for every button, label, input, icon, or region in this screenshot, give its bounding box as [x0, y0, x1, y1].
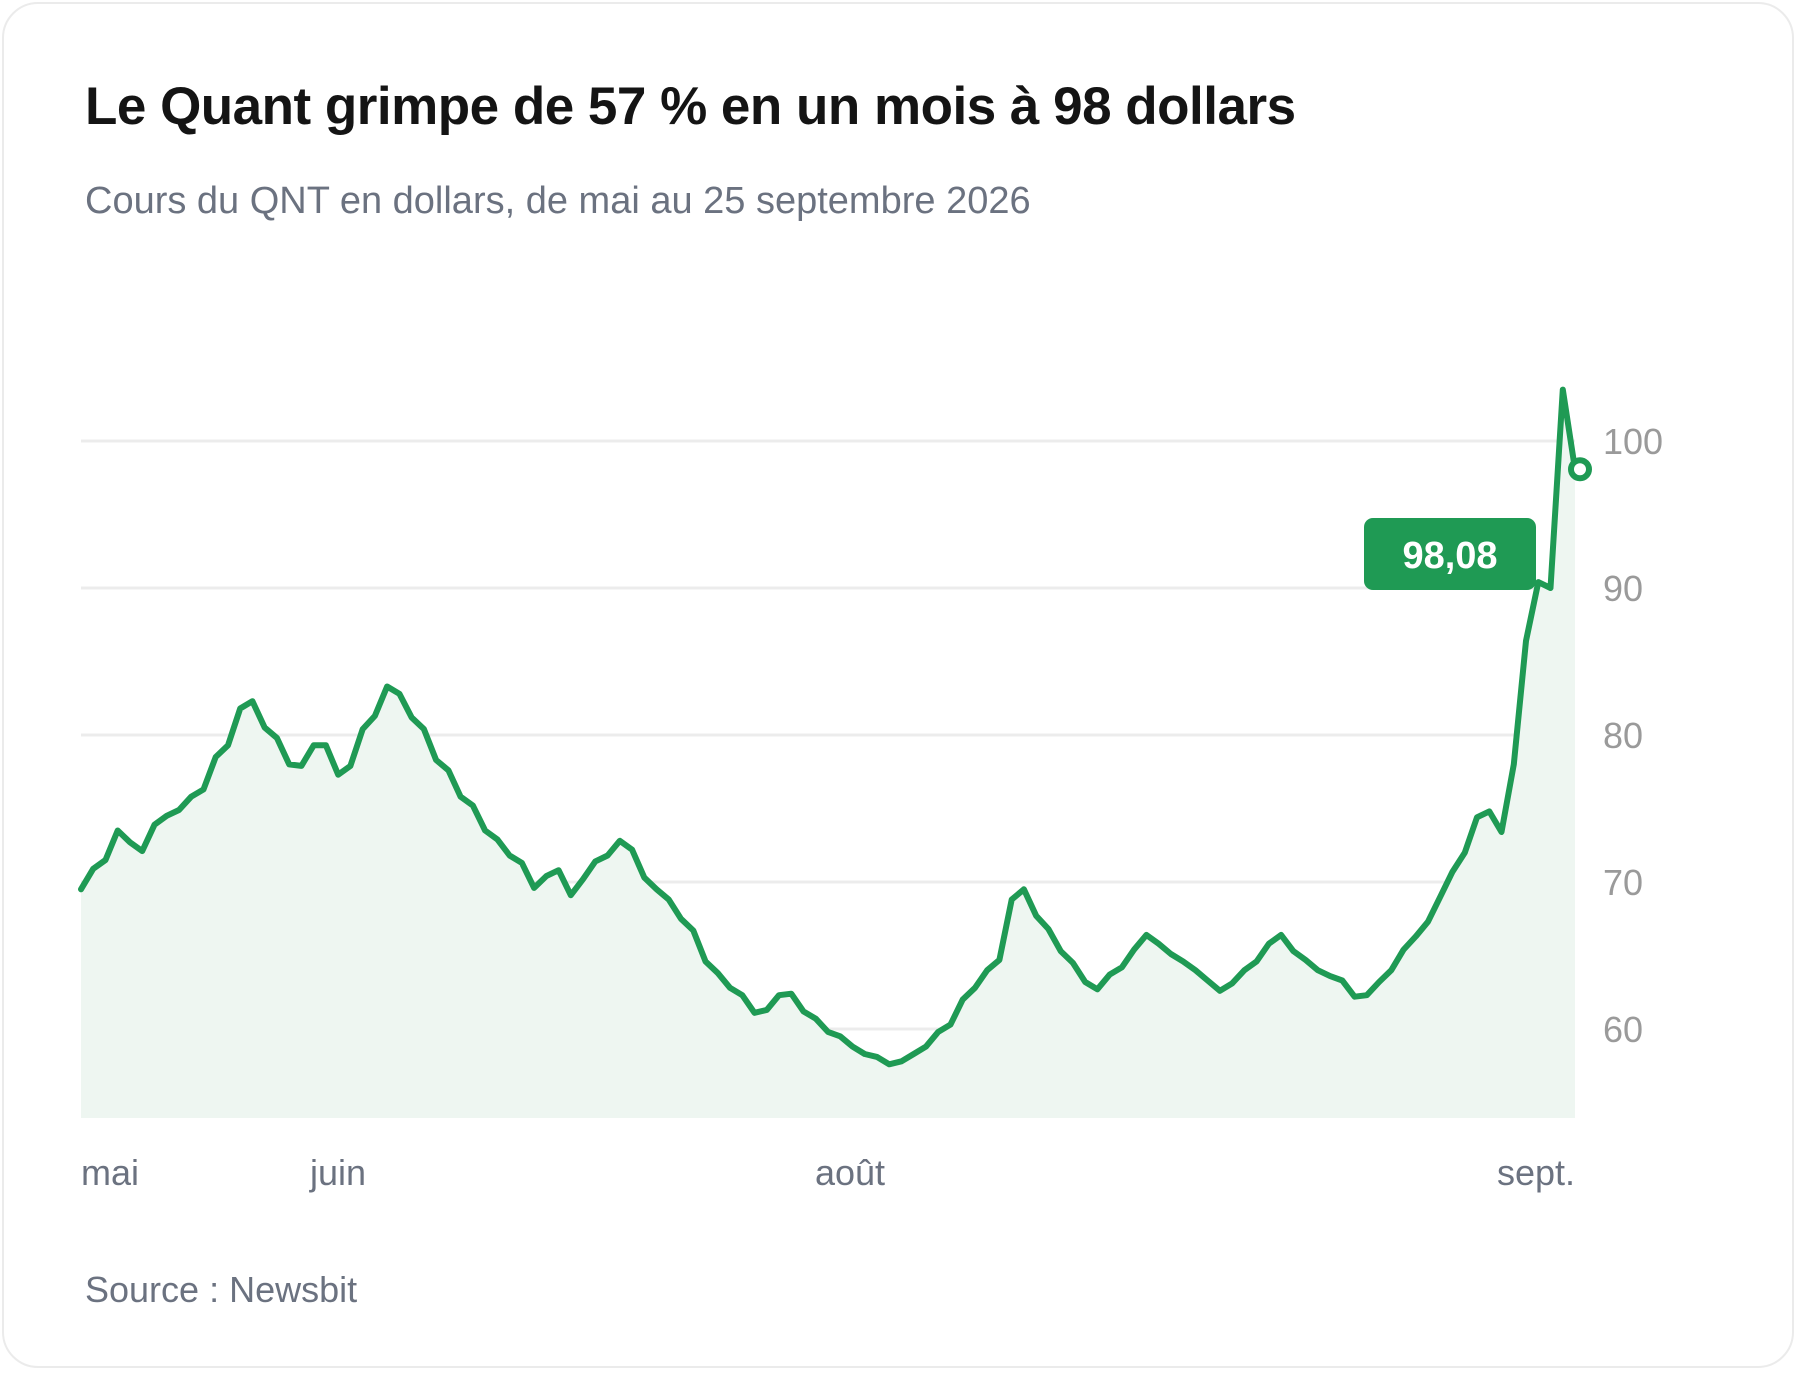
last-value-label: 98,08 — [1402, 535, 1497, 577]
y-tick-label: 80 — [1603, 715, 1643, 756]
chart-subtitle: Cours du QNT en dollars, de mai au 25 se… — [85, 180, 1031, 222]
y-tick-label: 60 — [1603, 1009, 1643, 1050]
x-tick-label: sept. — [1497, 1152, 1575, 1193]
y-tick-label: 90 — [1603, 568, 1643, 609]
y-tick-label: 70 — [1603, 862, 1643, 903]
source-note: Source : Newsbit — [85, 1269, 358, 1310]
x-tick-label: août — [815, 1152, 885, 1193]
y-tick-label: 100 — [1603, 421, 1663, 462]
x-tick-label: mai — [81, 1152, 139, 1193]
last-point-marker — [1568, 457, 1592, 482]
price-area — [81, 389, 1575, 1119]
price-line — [78, 386, 1578, 1068]
last-value-badge — [1364, 518, 1536, 590]
chart-title: Le Quant grimpe de 57 % en un mois à 98 … — [85, 77, 1296, 136]
x-tick-label: juin — [309, 1152, 366, 1193]
